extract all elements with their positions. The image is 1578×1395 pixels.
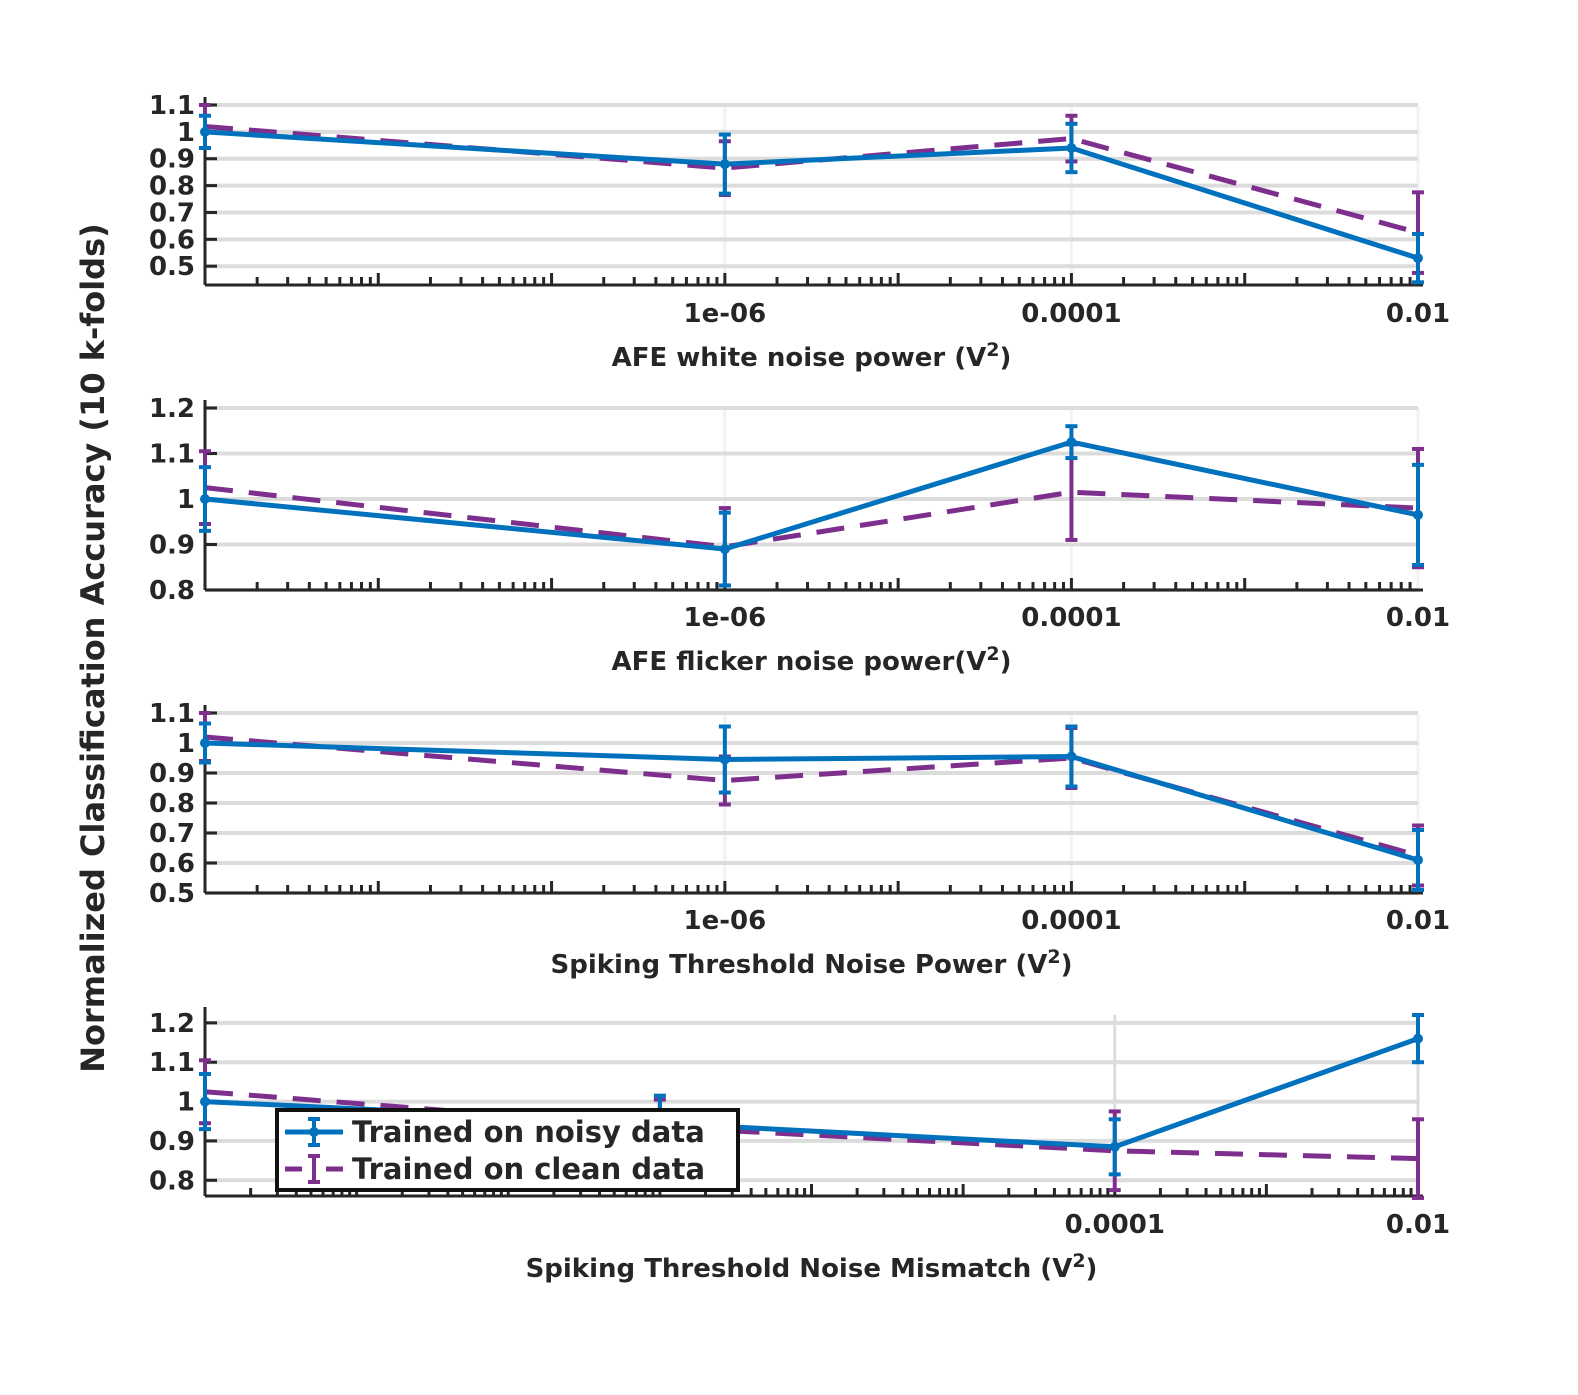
x-tick-label: 0.0001	[1021, 603, 1121, 633]
x-tick-label: 0.0001	[1021, 906, 1121, 936]
x-tick-label: 0.01	[1386, 299, 1450, 329]
x-tick-label: 0.01	[1386, 1210, 1450, 1240]
series-line-noisy	[204, 740, 1419, 863]
panel-2: 0.8 0.9 1 1.1 1.2 1e-06 0.0001 0.01 AFE flicker …	[149, 394, 1450, 677]
data-point-noisy	[1413, 855, 1423, 865]
series-line-noisy	[204, 129, 1419, 261]
y-tick-label: 1	[177, 118, 195, 148]
legend-entry-clean: Trained on clean data	[285, 1152, 705, 1186]
y-tick-label: 1	[177, 485, 195, 515]
y-tick-label: 1.1	[149, 440, 195, 470]
legend-label: Trained on noisy data	[352, 1115, 705, 1149]
data-point-noisy	[1109, 1141, 1120, 1152]
y-tick-label: 0.7	[149, 198, 195, 228]
x-tick-label: 1e-06	[684, 906, 767, 936]
y-tick-label: 0.7	[149, 819, 195, 849]
panel-3: 0.50.60.70.80.911.1 1e-06 0.0001 0.01 Spikin…	[149, 699, 1450, 980]
y-tick-label: 0.8	[149, 576, 195, 606]
series-noisy	[199, 424, 1424, 588]
y-tick-label: 1.2	[149, 394, 195, 424]
series-clean	[199, 711, 1424, 888]
y-tick-label: 1.1	[149, 91, 195, 121]
data-point-noisy	[1066, 751, 1077, 762]
x-axis-label: AFE flicker noise power(V2)	[612, 643, 1012, 677]
series-noisy	[199, 721, 1424, 892]
data-point-noisy	[719, 159, 730, 170]
x-tick-label: 0.0001	[1021, 299, 1121, 329]
legend-label: Trained on clean data	[352, 1152, 705, 1186]
y-tick-label: 0.9	[149, 145, 195, 175]
y-tick-label: 0.8	[149, 789, 195, 819]
data-point-noisy	[1413, 1033, 1423, 1044]
y-tick-label: 0.5	[149, 879, 195, 909]
y-tick-label: 0.8	[149, 1166, 195, 1196]
y-tick-label: 0.9	[149, 1127, 195, 1157]
y-tick-label: 1	[177, 1088, 195, 1118]
x-tick-label: 1e-06	[684, 603, 767, 633]
y-tick-label: 1	[177, 729, 195, 759]
data-point-noisy	[200, 494, 210, 504]
x-axis-label: AFE white noise power (V2)	[612, 339, 1012, 373]
data-point-noisy	[1413, 509, 1423, 520]
x-tick-label: 0.01	[1386, 603, 1450, 633]
series-line-noisy	[204, 439, 1419, 552]
panel-4: 0.8 0.9 1 1.1 1.2 0.0001 0.01 Spiking Threshold…	[149, 1007, 1450, 1284]
data-point-noisy	[1413, 253, 1423, 264]
x-tick-label: 1e-06	[684, 299, 767, 329]
x-axis-label: Spiking Threshold Noise Mismatch (V2)	[526, 1250, 1098, 1284]
data-point-noisy	[719, 544, 730, 555]
y-tick-label: 0.8	[149, 172, 195, 202]
y-tick-label: 1.1	[149, 699, 195, 729]
series-noisy	[199, 113, 1424, 285]
y-tick-label: 1.2	[149, 1009, 195, 1039]
x-axis-label: Spiking Threshold Noise Power (V2)	[550, 946, 1072, 980]
y-tick-label: 0.9	[149, 531, 195, 561]
y-tick-label: 0.5	[149, 252, 195, 282]
data-point-noisy	[200, 738, 210, 748]
shared-y-axis-label: Normalized Classification Accuracy (10 k…	[74, 223, 112, 1073]
data-point-noisy	[719, 754, 730, 765]
y-tick-label: 0.6	[149, 849, 195, 879]
x-tick-label: 0.01	[1386, 906, 1450, 936]
data-point-noisy	[1066, 437, 1077, 448]
legend-entry-noisy: Trained on noisy data	[285, 1115, 705, 1149]
data-point-noisy	[200, 1096, 210, 1107]
y-tick-label: 1.1	[149, 1048, 195, 1078]
panel-1: 0.50.60.70.80.911.1 1e-06 0.0001 0.01 AFE wh…	[149, 91, 1450, 373]
data-point-noisy	[200, 126, 210, 137]
y-tick-label: 0.6	[149, 225, 195, 255]
y-tick-label: 0.9	[149, 759, 195, 789]
series-line-clean	[204, 734, 1419, 858]
x-tick-label: 0.0001	[1065, 1210, 1165, 1240]
legend-box	[275, 1108, 740, 1192]
data-point-noisy	[1066, 142, 1077, 153]
